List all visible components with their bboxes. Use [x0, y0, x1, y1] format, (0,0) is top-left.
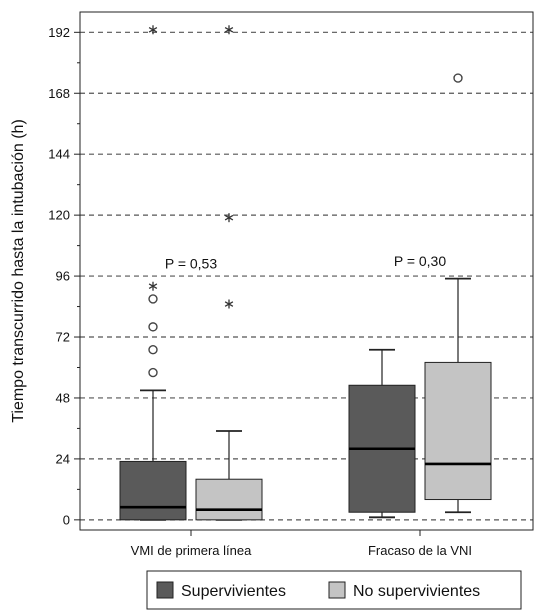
legend: Supervivientes No supervivientes: [146, 570, 522, 610]
y-tick-label: 0: [63, 512, 70, 527]
p-value-annotation: P = 0,53: [165, 255, 218, 271]
outlier-point: [148, 367, 158, 378]
legend-label: No supervivientes: [353, 583, 480, 600]
outlier-point: [453, 73, 463, 83]
x-category-label: VMI de primera línea: [131, 543, 252, 558]
outlier-point: [148, 345, 158, 355]
y-axis-title: Tiempo transcurrido hasta la intubación …: [10, 119, 27, 423]
y-tick-label: 168: [48, 86, 70, 101]
extreme-marker-stroke: [148, 26, 158, 33]
extreme-marker: [148, 25, 158, 35]
p-value-annotation: P = 0,30: [394, 253, 447, 269]
y-tick-label: 72: [56, 330, 70, 345]
extreme-marker: [224, 25, 234, 35]
box-supervivientes-0: [119, 25, 187, 521]
extreme-marker-stroke: [224, 214, 234, 221]
grid-lines: [80, 31, 533, 521]
box-iqr: [119, 460, 187, 521]
y-tick-label: 192: [48, 25, 70, 40]
extreme-marker-stroke: [224, 26, 234, 33]
y-tick-label: 120: [48, 208, 70, 223]
y-tick-label: 48: [56, 390, 70, 405]
box-no-supervivientes-0: [195, 25, 263, 521]
extreme-marker: [224, 299, 234, 309]
y-tick-label: 96: [56, 269, 70, 284]
plot-boxes: [119, 25, 492, 521]
box-no-supervivientes-1: [424, 73, 492, 514]
box-iqr: [195, 478, 263, 521]
extreme-marker-stroke: [224, 301, 234, 307]
legend-swatch: [328, 581, 346, 599]
outlier-point: [148, 322, 158, 332]
y-tick-label: 144: [48, 147, 70, 162]
legend-label: Supervivientes: [181, 583, 286, 600]
outlier-point: [148, 294, 158, 304]
annotations: P = 0,53 P = 0,30: [165, 253, 447, 272]
x-category-label: Fracaso de la VNI: [368, 543, 472, 558]
plot-frame: [79, 11, 534, 531]
y-tick-label: 24: [56, 451, 70, 466]
extreme-marker: [148, 281, 158, 291]
axes: 0 24 48 72 96 120 144 168 192 Tiempo transcurrido…: [10, 11, 534, 558]
legend-swatch: [156, 581, 174, 599]
extreme-marker-stroke: [148, 283, 158, 290]
box-supervivientes-1: [348, 348, 416, 519]
box-iqr: [424, 361, 492, 501]
extreme-marker: [224, 213, 234, 223]
